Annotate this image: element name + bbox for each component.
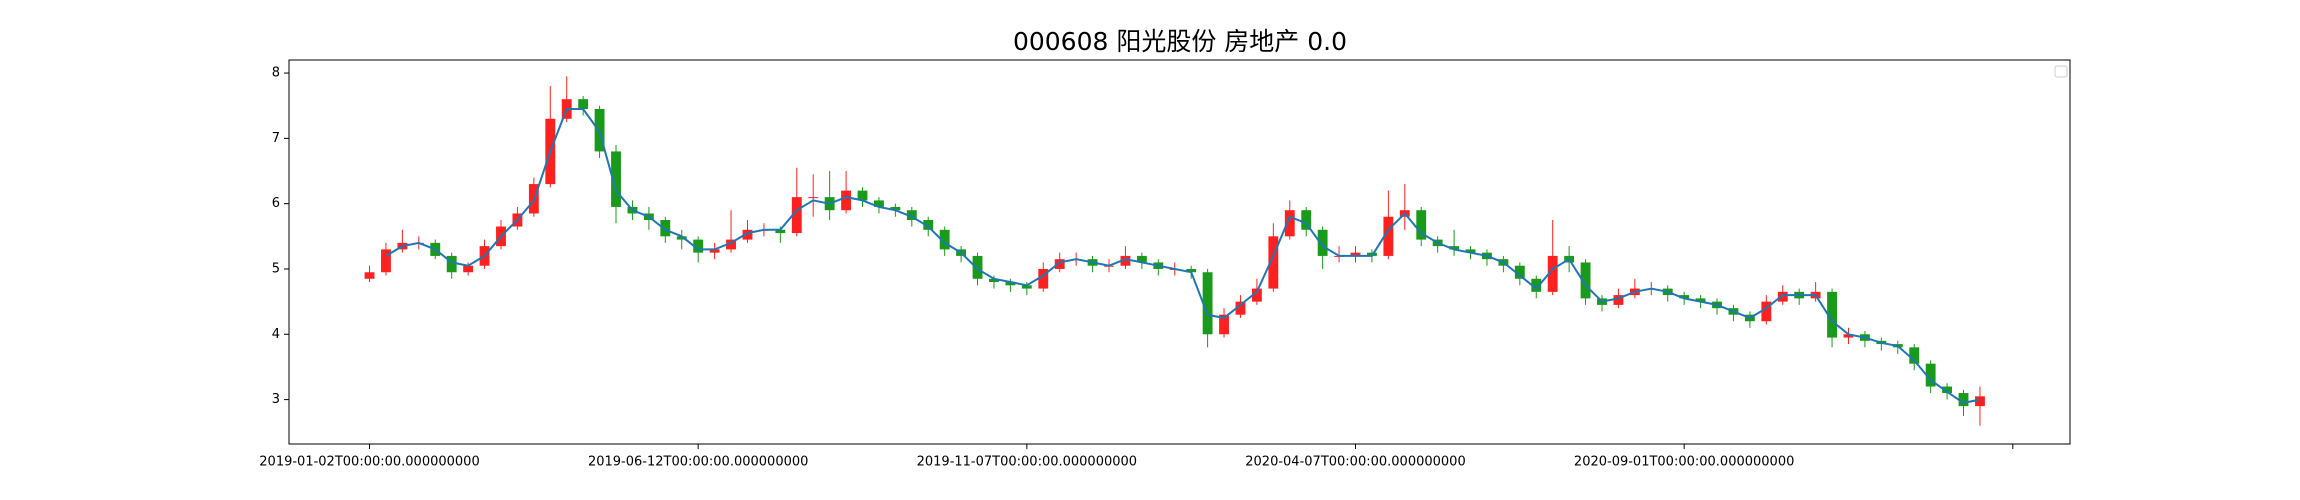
candle-body: [1284, 210, 1295, 237]
candle-body: [1235, 301, 1246, 315]
candle-body: [1021, 285, 1032, 289]
candle-body: [1005, 282, 1016, 286]
plot-frame: [288, 59, 2071, 445]
candle-body: [1843, 334, 1854, 338]
candle-body: [446, 255, 457, 273]
candle-body: [1350, 252, 1361, 256]
candle-body: [1301, 210, 1312, 230]
candle-body: [742, 229, 753, 240]
candle-body: [791, 197, 802, 234]
candle-body: [381, 249, 391, 273]
y-tick-label: 6: [272, 196, 280, 211]
candle-body: [1038, 268, 1049, 289]
candle-body: [1942, 386, 1953, 394]
candle-body: [1909, 347, 1920, 364]
candle-body: [1202, 272, 1213, 335]
candle-body: [1613, 295, 1624, 305]
y-tick-label: 8: [272, 66, 280, 81]
candle-body: [890, 206, 901, 211]
candle-body: [1925, 363, 1936, 387]
chart-title: 000608 阳光股份 房地产 0.0: [1013, 27, 1347, 56]
y-tick-label: 5: [272, 261, 280, 276]
y-tick-label: 7: [272, 131, 280, 146]
candle-body: [1449, 246, 1460, 250]
candle-body: [1580, 262, 1591, 299]
candle-body: [939, 229, 950, 250]
candle-body: [1679, 295, 1690, 299]
candle-body: [611, 151, 621, 207]
candle-body: [1777, 291, 1788, 302]
candle-body: [676, 236, 687, 240]
candle-body: [693, 239, 704, 253]
candle-body: [841, 190, 852, 211]
y-tick-label: 4: [272, 327, 280, 342]
candle-body: [1054, 259, 1065, 269]
candle-body: [1317, 229, 1328, 256]
candle-body: [1531, 278, 1542, 292]
candle-body: [874, 200, 884, 207]
candle-body: [1514, 265, 1525, 279]
candle-body: [775, 229, 786, 234]
candle-body: [1120, 255, 1131, 266]
candle-body: [709, 249, 720, 253]
candle-body: [1827, 291, 1837, 338]
moving-average-line: [385, 108, 1981, 404]
candle-body: [1975, 396, 1985, 407]
candle-body: [660, 220, 671, 237]
y-tick-label: 3: [272, 392, 280, 407]
candle-body: [1465, 249, 1476, 253]
candle-body: [972, 255, 983, 279]
candle-body: [1761, 301, 1772, 322]
x-tick-label: 2019-06-12T00:00:00.000000000: [588, 455, 808, 470]
candle-body: [463, 265, 474, 273]
candle-body: [857, 190, 868, 201]
candle-body: [364, 272, 375, 279]
candle-body: [989, 278, 999, 283]
candle-body: [1383, 216, 1394, 256]
x-tick-label: 2020-09-01T00:00:00.000000000: [1574, 455, 1794, 470]
candle-body: [1958, 393, 1969, 407]
candle-body: [1695, 298, 1706, 302]
x-tick-label: 2019-01-02T00:00:00.000000000: [259, 455, 479, 470]
candle-body: [1416, 210, 1427, 240]
candle-body: [923, 220, 934, 230]
x-tick-label: 2020-04-07T00:00:00.000000000: [1245, 455, 1465, 470]
candle-body: [1251, 288, 1262, 302]
candle-body: [1136, 255, 1147, 263]
candle-body: [906, 210, 917, 220]
candle-body: [808, 197, 819, 199]
candle-body: [726, 239, 736, 250]
x-tick-label: 2019-11-07T00:00:00.000000000: [917, 455, 1137, 470]
legend-box: [2054, 65, 2068, 78]
candle-body: [1186, 268, 1197, 273]
candle-body: [578, 99, 589, 109]
candle-body: [1547, 255, 1558, 292]
candle-body: [1219, 314, 1229, 335]
candle-body: [1268, 236, 1279, 289]
